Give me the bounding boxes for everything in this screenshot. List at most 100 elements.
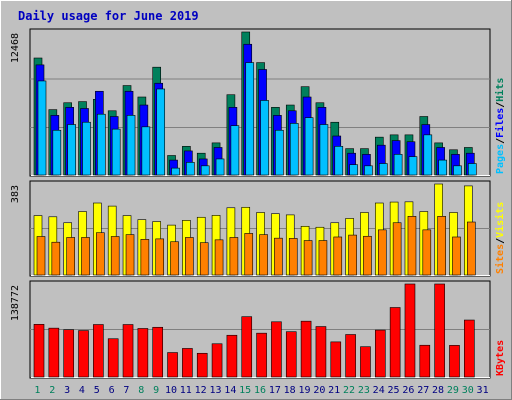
day-label-4: 4 [79,385,85,396]
bar-sites-day-11 [185,237,194,276]
legend-slash: / [495,238,506,244]
legend-kbytes: KBytes [495,340,506,376]
day-label-3: 3 [64,385,70,396]
bar-pages-day-12 [200,165,210,176]
bar-sites-day-30 [467,221,476,276]
bar-kbytes-day-25 [389,307,401,378]
bar-sites-day-29 [452,236,461,276]
bar-sites-day-21 [333,236,343,276]
bar-pages-day-29 [453,165,462,176]
bar-sites-day-9 [155,238,165,276]
bar-sites-day-14 [229,237,239,276]
day-label-6: 6 [109,385,115,396]
bar-sites-day-13 [214,239,224,276]
bar-pages-day-25 [393,154,403,176]
bar-pages-day-20 [319,124,329,176]
bar-pages-day-13 [215,158,225,176]
bar-sites-day-17 [274,237,283,276]
bar-pages-day-7 [126,115,136,176]
bar-sites-day-4 [81,237,90,276]
bar-sites-day-26 [407,216,417,276]
bar-kbytes-day-20 [315,326,327,378]
bar-sites-day-3 [66,237,75,276]
bar-pages-day-24 [378,163,388,176]
legend-files: Files [494,108,506,138]
bar-pages-day-30 [468,163,477,176]
day-label-11: 11 [180,385,192,396]
bar-sites-day-5 [96,232,105,276]
day-label-14: 14 [224,385,236,396]
bar-pages-day-19 [304,117,314,176]
bar-kbytes-day-6 [107,338,119,378]
bar-pages-day-10 [171,167,180,176]
bar-kbytes-day-21 [330,341,342,378]
bar-kbytes-day-29 [449,345,460,378]
bar-sites-day-12 [199,242,209,276]
bar-sites-day-28 [437,216,446,276]
bar-sites-day-2 [51,241,61,276]
bar-kbytes-day-24 [374,329,386,378]
bar-pages-day-21 [334,146,344,176]
bar-kbytes-day-22 [345,334,356,378]
day-label-29: 29 [447,385,459,396]
legend-hits: Hits [494,78,506,102]
bar-kbytes-day-23 [360,346,371,378]
legend-slash: / [495,138,506,144]
bar-kbytes-day-9 [152,326,164,378]
bar-kbytes-day-11 [182,348,193,378]
day-label-23: 23 [358,385,370,396]
bar-sites-day-22 [348,234,357,276]
bar-kbytes-day-18 [285,331,297,378]
day-label-25: 25 [388,385,400,396]
bar-sites-day-25 [392,222,402,276]
bar-sites-day-19 [303,240,313,276]
bar-sites-day-15 [244,233,254,276]
day-label-12: 12 [195,385,207,396]
bar-kbytes-day-28 [434,283,445,378]
day-label-16: 16 [254,385,266,396]
day-label-19: 19 [298,385,310,396]
chart-title: Daily usage for June 2019 [18,9,199,23]
legend-visits: Visits [494,202,506,238]
bar-kbytes-day-3 [63,329,74,378]
traffic-legend: Pages/Files/Hits [494,78,506,174]
day-label-30: 30 [462,385,474,396]
day-label-13: 13 [209,385,221,396]
day-label-22: 22 [343,385,355,396]
bar-kbytes-day-12 [196,352,208,378]
day-label-20: 20 [313,385,325,396]
bar-pages-day-27 [423,134,433,176]
visitors-ymax-label: 383 [10,185,21,203]
bar-kbytes-day-4 [78,330,89,378]
bar-pages-day-26 [408,156,418,176]
day-label-8: 8 [138,385,144,396]
traffic-ymax-label: 12468 [10,33,21,63]
bar-sites-day-27 [422,229,432,276]
bar-pages-day-2 [52,129,62,176]
bar-sites-day-1 [36,236,46,276]
bar-sites-day-10 [170,241,179,276]
bar-pages-day-14 [230,125,240,176]
day-label-18: 18 [284,385,296,396]
bar-kbytes-day-27 [419,344,431,378]
day-label-31: 31 [477,385,489,396]
bar-pages-day-4 [82,121,91,176]
day-label-21: 21 [328,385,340,396]
visitors-legend: Sites/Visits [494,202,506,274]
bar-kbytes-day-10 [167,352,178,378]
bar-pages-day-5 [97,113,106,176]
bar-kbytes-day-5 [93,324,104,378]
bar-kbytes-day-7 [122,324,134,378]
bar-pages-day-23 [364,165,373,176]
kbytes-ymax-label: 138772 [10,285,21,321]
day-label-9: 9 [153,385,159,396]
bar-sites-day-18 [288,238,298,276]
bar-kbytes-day-19 [300,320,312,378]
day-label-27: 27 [417,385,429,396]
bar-kbytes-day-17 [271,321,282,378]
bar-pages-day-17 [275,129,284,176]
legend-pages: Pages [495,144,506,174]
bar-kbytes-day-16 [256,332,267,378]
